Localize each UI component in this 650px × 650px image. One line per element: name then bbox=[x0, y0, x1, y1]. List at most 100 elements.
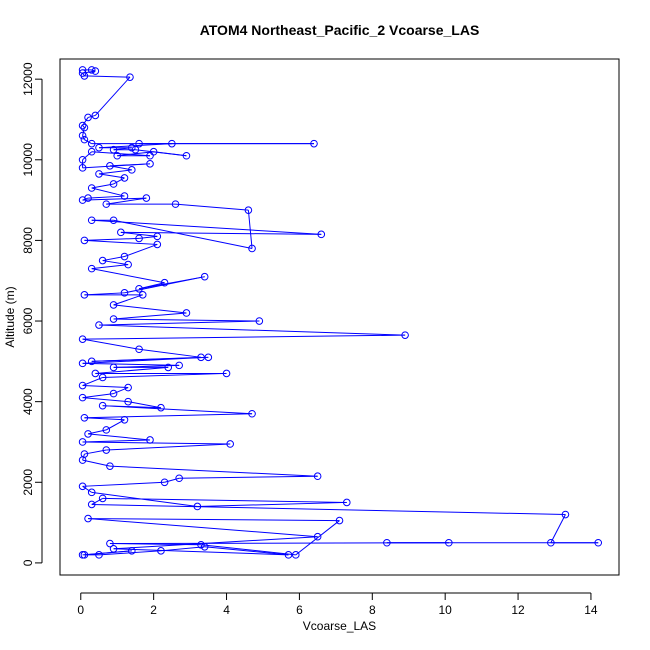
series-segment bbox=[84, 239, 158, 245]
data-point bbox=[445, 538, 453, 547]
series-segment bbox=[84, 139, 92, 145]
series-segment bbox=[200, 544, 296, 556]
data-point bbox=[131, 145, 140, 154]
series-segment bbox=[113, 219, 253, 249]
x-axis: 0 2 4 6 8 10 12 14 bbox=[77, 592, 598, 617]
data-point bbox=[124, 397, 132, 406]
data-point bbox=[126, 73, 134, 81]
data-point bbox=[87, 184, 96, 192]
data-point bbox=[146, 160, 154, 168]
data-point bbox=[561, 510, 570, 519]
data-point bbox=[255, 317, 264, 325]
series-segment bbox=[102, 497, 347, 503]
data-point bbox=[95, 321, 103, 329]
series-segment bbox=[91, 503, 566, 516]
data-point bbox=[313, 472, 322, 481]
x-tick-label: 6 bbox=[296, 603, 303, 617]
data-point bbox=[109, 544, 118, 553]
series-segment bbox=[109, 163, 151, 167]
data-point bbox=[127, 166, 136, 174]
x-tick-label: 10 bbox=[438, 603, 452, 617]
data-point bbox=[91, 369, 100, 378]
data-point bbox=[120, 192, 129, 200]
series-segment bbox=[91, 264, 129, 270]
x-tick-label: 2 bbox=[150, 603, 157, 617]
data-point bbox=[120, 289, 129, 297]
series-segment bbox=[109, 465, 318, 477]
data-point bbox=[84, 194, 92, 202]
data-point bbox=[594, 538, 603, 547]
data-point bbox=[80, 135, 89, 144]
series-segment bbox=[82, 334, 406, 340]
data-point bbox=[87, 139, 96, 148]
data-point bbox=[160, 478, 169, 487]
series-segment bbox=[113, 177, 125, 185]
data-point bbox=[182, 151, 191, 160]
x-tick-label: 0 bbox=[77, 603, 84, 617]
series-segment bbox=[88, 195, 125, 199]
series-segment bbox=[98, 169, 132, 175]
y-tick-label: 0 bbox=[21, 559, 35, 566]
data-point bbox=[102, 426, 111, 434]
data-point bbox=[78, 393, 87, 402]
data-point bbox=[117, 228, 125, 237]
series-segment bbox=[113, 548, 289, 556]
data-point bbox=[87, 488, 96, 497]
data-point bbox=[87, 147, 96, 156]
series-segment bbox=[91, 219, 322, 235]
series-segment bbox=[94, 76, 131, 116]
data-point bbox=[87, 357, 96, 366]
data-point bbox=[120, 252, 129, 261]
y-tick-label: 8000 bbox=[21, 227, 35, 254]
data-point bbox=[78, 131, 87, 140]
series-segment bbox=[124, 243, 158, 258]
data-point bbox=[78, 121, 87, 130]
data-point bbox=[171, 200, 180, 208]
series-segment bbox=[84, 237, 140, 241]
plot-area bbox=[78, 66, 603, 559]
data-point bbox=[120, 174, 129, 182]
data-point bbox=[547, 538, 555, 547]
series-segment bbox=[82, 481, 165, 487]
series-segment bbox=[88, 518, 340, 522]
data-point bbox=[157, 403, 165, 412]
data-point bbox=[80, 413, 89, 422]
series-segment bbox=[82, 151, 93, 161]
data-point bbox=[84, 430, 92, 438]
data-point bbox=[80, 291, 89, 299]
data-point bbox=[102, 200, 111, 208]
y-tick-label: 12000 bbox=[21, 62, 35, 96]
data-point bbox=[222, 369, 231, 378]
series-segment bbox=[82, 197, 147, 201]
data-point bbox=[127, 547, 136, 555]
data-point bbox=[175, 361, 183, 370]
series-segment bbox=[113, 387, 129, 395]
data-point bbox=[109, 145, 118, 154]
data-point bbox=[95, 551, 103, 559]
data-point bbox=[98, 494, 107, 503]
data-point bbox=[87, 500, 96, 509]
data-point bbox=[153, 240, 162, 249]
data-point bbox=[78, 335, 87, 343]
series-segment bbox=[82, 385, 129, 389]
series-segment bbox=[84, 413, 253, 419]
data-point bbox=[91, 67, 100, 75]
data-point bbox=[248, 409, 256, 418]
data-point bbox=[193, 502, 202, 511]
series-segment bbox=[82, 441, 231, 445]
series-segment bbox=[98, 320, 260, 326]
data-point bbox=[142, 194, 151, 202]
data-point bbox=[78, 438, 87, 446]
series-segment bbox=[139, 348, 202, 358]
x-tick-label: 12 bbox=[511, 603, 525, 617]
data-point bbox=[78, 155, 87, 164]
x-tick-label: 14 bbox=[584, 603, 598, 617]
data-point bbox=[182, 309, 191, 317]
series-segment bbox=[82, 125, 85, 128]
series-segment bbox=[109, 542, 449, 545]
data-point bbox=[168, 139, 176, 148]
y-tick-label: 2000 bbox=[21, 469, 35, 496]
x-tick-label: 8 bbox=[369, 603, 376, 617]
data-point bbox=[135, 284, 143, 293]
